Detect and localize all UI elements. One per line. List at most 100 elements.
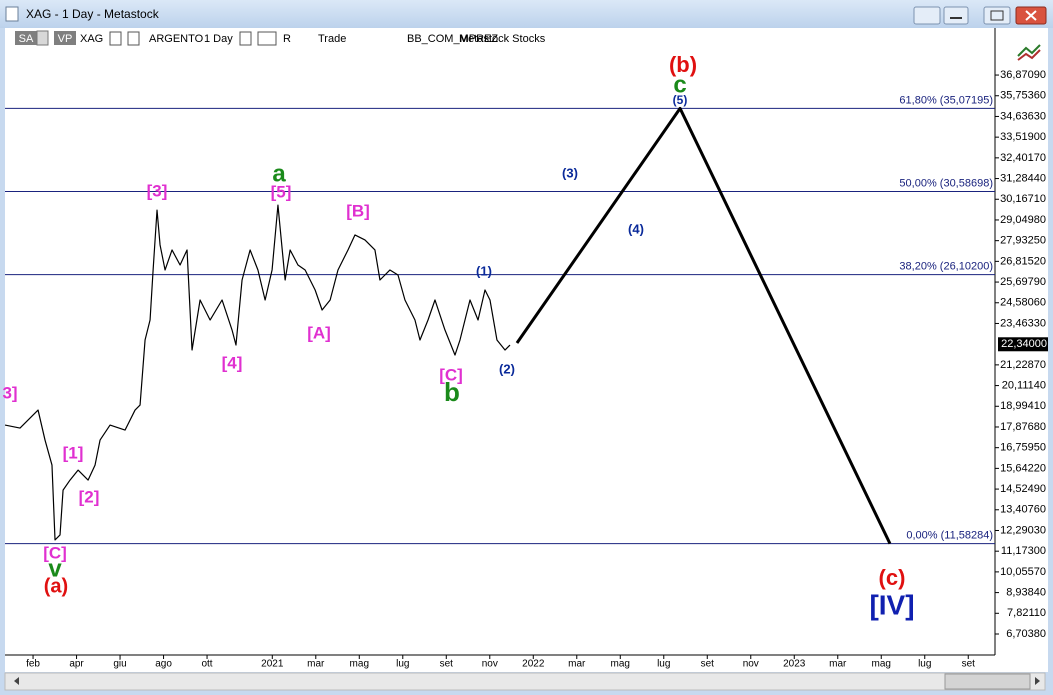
scrollbar[interactable] — [4, 672, 1046, 691]
wave-label: [IV] — [869, 589, 914, 620]
y-tick-label: 23,46330 — [1000, 317, 1046, 329]
plot — [5, 106, 995, 545]
x-tick-label: set — [962, 659, 976, 670]
fib-level-label: 61,80% (35,07195) — [899, 94, 993, 106]
toolbar-item[interactable]: ARGENTO — [149, 33, 204, 45]
x-tick-label: mar — [829, 659, 847, 670]
fib-level-label: 50,00% (30,58698) — [899, 177, 993, 189]
y-tick-label: 27,93250 — [1000, 235, 1046, 247]
wave-label: [B] — [346, 201, 370, 220]
wave-label: c — [673, 71, 686, 98]
x-tick-label: lug — [657, 659, 670, 670]
app-icon — [5, 6, 19, 22]
y-tick-label: 7,82110 — [1007, 607, 1046, 619]
x-tick-label: lug — [918, 659, 931, 670]
x-tick-label: feb — [26, 659, 40, 670]
y-tick-label: 13,40760 — [1000, 504, 1046, 516]
fib-level-label: 38,20% (26,10200) — [899, 260, 993, 272]
y-tick-label: 26,81520 — [1000, 255, 1046, 267]
y-tick-label: 21,22870 — [1000, 359, 1046, 371]
toolbar-item[interactable]: BB_COM_MPREZ — [407, 33, 498, 45]
x-tick-label: 2023 — [783, 659, 806, 670]
toolbar-item[interactable]: R — [283, 33, 291, 45]
y-tick-label: 18,99410 — [1000, 400, 1046, 412]
y-tick-label: 14,52490 — [1000, 483, 1046, 495]
y-tick-label: 36,87090 — [1000, 69, 1046, 81]
wave-label: b — [444, 377, 460, 407]
wave-label: [4] — [222, 353, 243, 372]
y-tick-label: 15,64220 — [1000, 462, 1046, 474]
y-tick-label: 34,63630 — [1000, 110, 1046, 122]
y-tick-label: 20,11140 — [1002, 379, 1046, 391]
wave-label: [A] — [307, 323, 331, 342]
wave-labels: (b) c (5) (3) (4) (1) (2) a [5] [3] [B] … — [2, 52, 914, 621]
wave-label: v — [48, 555, 62, 582]
x-tick-label: nov — [482, 659, 498, 670]
wave-label: [2] — [79, 487, 100, 506]
x-tick-label: mar — [307, 659, 325, 670]
y-tick-label: 11,17300 — [1001, 545, 1046, 557]
wave-label: (b) — [669, 52, 697, 77]
y-tick-label: 30,16710 — [1000, 193, 1046, 205]
x-tick-label: lug — [396, 659, 409, 670]
toolbar-item[interactable]: 1 Day — [204, 33, 233, 45]
wave-label: (a) — [44, 575, 68, 597]
wave-label: [C] — [439, 365, 463, 384]
x-tick-label: mag — [611, 659, 630, 670]
x-tick-label: nov — [743, 659, 759, 670]
wave-label: 3] — [2, 383, 17, 402]
window-buttons[interactable] — [913, 6, 1047, 25]
wave-label: (5) — [673, 93, 688, 107]
wave-label: (2) — [499, 361, 515, 376]
wave-label: [1] — [63, 443, 84, 462]
y-tick-label: 24,58060 — [1000, 297, 1046, 309]
fib-level-label: 0,00% (11,58284) — [906, 529, 993, 541]
x-tick-label: giu — [113, 659, 126, 670]
toolbar-item[interactable]: SA — [19, 33, 34, 45]
x-tick-label: mag — [350, 659, 369, 670]
x-tick-label: apr — [69, 659, 84, 670]
y-tick-label: 31,28440 — [1000, 172, 1046, 184]
last-price-box — [998, 337, 1048, 352]
toolbar-item[interactable]: VP — [58, 33, 73, 45]
wave-label: a — [272, 160, 286, 187]
chart-toolbar[interactable]: SA VP XAG ARGENTO 1 Day R Trade BB_COM_M… — [15, 30, 546, 46]
x-tick-label: 2021 — [261, 659, 284, 670]
y-tick-label: 10,05570 — [1000, 566, 1046, 578]
projection-line — [515, 106, 892, 545]
y-tick-label: 25,69790 — [1000, 276, 1046, 288]
y-tick-label: 12,29030 — [1000, 524, 1046, 536]
x-tick-label: ott — [201, 659, 212, 670]
x-tick-label: mar — [568, 659, 586, 670]
wave-label: [5] — [271, 182, 292, 201]
date-axis-area — [5, 655, 995, 672]
wave-label: (1) — [476, 263, 492, 278]
y-tick-label: 8,93840 — [1006, 586, 1046, 598]
toolbar-item[interactable]: XAG — [80, 33, 103, 45]
wave-label: [3] — [147, 181, 168, 200]
y-tick-label: 29,04980 — [1000, 214, 1046, 226]
toolbar-item[interactable]: Trade — [318, 33, 346, 45]
window-title: XAG - 1 Day - Metastock — [26, 7, 160, 21]
wave-label: (4) — [628, 221, 644, 236]
x-tick-label: ago — [155, 659, 172, 670]
y-tick-label: 6,70380 — [1006, 628, 1046, 640]
chart-icon[interactable] — [1017, 44, 1041, 61]
wave-label: (3) — [562, 165, 578, 180]
y-tick-label: 32,40170 — [1000, 152, 1046, 164]
plot-area — [5, 28, 995, 655]
y-tick-label: 35,75360 — [1000, 90, 1046, 102]
y-tick-label: 16,75950 — [1000, 442, 1046, 454]
y-tick-label: 33,51900 — [1000, 131, 1046, 143]
price-line — [5, 204, 511, 541]
toolbar-item[interactable]: Metastock Stocks — [459, 33, 546, 45]
axes: 6,70380 7,82110 8,93840 10,05570 11,17300 12,… — [26, 69, 1048, 670]
x-tick-label: set — [440, 659, 454, 670]
x-tick-label: set — [701, 659, 715, 670]
x-tick-label: 2022 — [522, 659, 545, 670]
y-tick-label: 17,87680 — [1000, 421, 1046, 433]
wave-label: (c) — [879, 565, 906, 590]
wave-label: [C] — [43, 543, 67, 562]
last-price-label: 22,34000 — [1001, 338, 1047, 350]
